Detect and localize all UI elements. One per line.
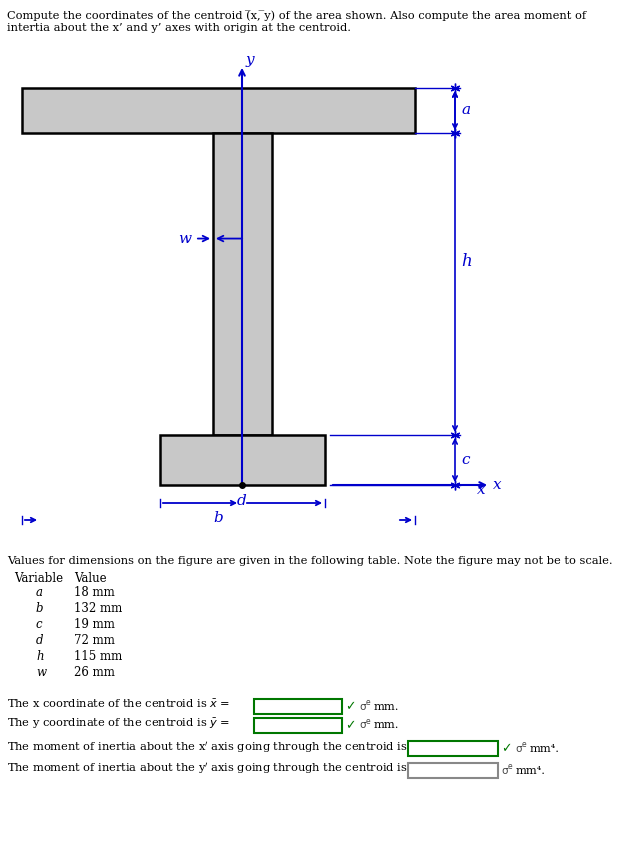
Text: The y coordinate of the centroid is $\bar{y}$ =: The y coordinate of the centroid is $\ba… (7, 717, 230, 731)
Text: 132 mm: 132 mm (74, 602, 122, 615)
Text: c: c (36, 618, 43, 631)
Text: Variable: Variable (14, 572, 63, 585)
Text: x: x (493, 478, 502, 492)
Text: Compute the coordinates of the centroid (̅x, ̅y) of the area shown. Also compute: Compute the coordinates of the centroid … (7, 10, 586, 20)
Text: ✓: ✓ (345, 700, 355, 713)
Text: b: b (36, 602, 43, 615)
Text: 86.352: 86.352 (258, 721, 298, 730)
Text: The moment of inertia about the y$'$ axis going through the centroid is $I_{y}$$: The moment of inertia about the y$'$ axi… (7, 762, 435, 779)
Text: a: a (461, 103, 470, 118)
Text: e: e (366, 717, 371, 726)
Text: σ: σ (359, 701, 366, 711)
Bar (408, 763, 498, 778)
Text: Value: Value (74, 572, 107, 585)
Text: a: a (36, 586, 43, 599)
Text: 115 mm: 115 mm (74, 650, 122, 663)
Text: ✓: ✓ (345, 719, 355, 732)
Text: 0: 0 (258, 701, 265, 711)
Text: 26 mm: 26 mm (74, 666, 115, 679)
Text: mm.: mm. (374, 701, 399, 711)
Text: 19393800: 19393800 (412, 744, 470, 754)
Text: d: d (36, 634, 43, 647)
Bar (213, 133, 272, 435)
Text: y: y (246, 53, 255, 67)
Text: h: h (461, 253, 472, 270)
Text: e: e (522, 740, 527, 749)
Text: b: b (214, 511, 224, 525)
Text: h: h (36, 650, 43, 663)
Text: mm.: mm. (374, 721, 399, 730)
Bar (254, 718, 342, 733)
Bar (254, 699, 342, 714)
Text: Values for dimensions on the figure are given in the following table. Note the f: Values for dimensions on the figure are … (7, 556, 613, 566)
Text: c: c (461, 453, 469, 467)
Text: w: w (36, 666, 46, 679)
Text: σ: σ (515, 744, 522, 754)
Text: The x coordinate of the centroid is $\bar{x}$ =: The x coordinate of the centroid is $\ba… (7, 698, 230, 711)
Text: d: d (237, 494, 247, 508)
Text: 18 mm: 18 mm (74, 586, 115, 599)
Bar (408, 741, 498, 756)
Text: mm⁴.: mm⁴. (530, 744, 560, 754)
Bar (22, 88, 415, 133)
Text: e: e (366, 698, 371, 707)
Text: x: x (477, 483, 486, 497)
Text: intertia about the x’ and y’ axes with origin at the centroid.: intertia about the x’ and y’ axes with o… (7, 23, 351, 33)
Text: 19 mm: 19 mm (74, 618, 115, 631)
Text: e: e (508, 762, 512, 771)
Text: ✓: ✓ (501, 742, 512, 755)
Text: The moment of inertia about the x$'$ axis going through the centroid is $I_{z}$$: The moment of inertia about the x$'$ axi… (7, 740, 434, 755)
Text: mm⁴.: mm⁴. (516, 766, 546, 776)
Text: σ: σ (501, 766, 507, 776)
Bar (160, 435, 325, 485)
Text: σ: σ (359, 721, 366, 730)
Text: w: w (178, 232, 191, 246)
Text: 72 mm: 72 mm (74, 634, 115, 647)
